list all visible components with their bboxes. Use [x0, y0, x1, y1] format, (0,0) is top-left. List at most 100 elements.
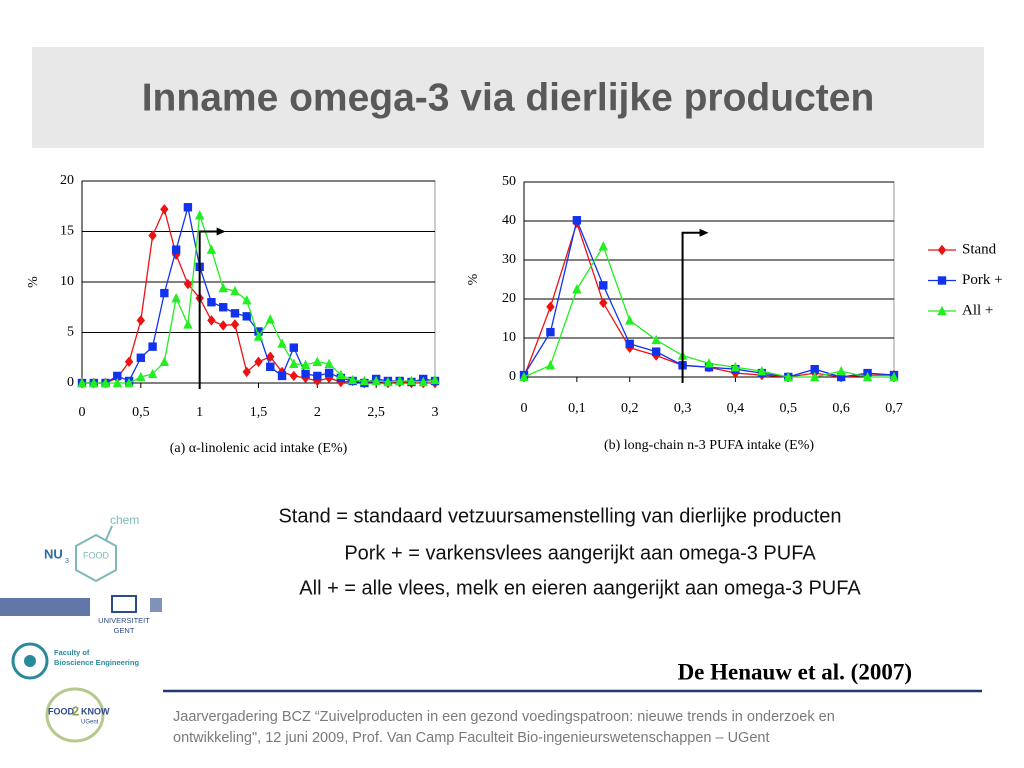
marker — [810, 365, 819, 374]
marker — [136, 371, 146, 382]
marker — [889, 371, 899, 382]
marker — [148, 230, 157, 241]
x-tick-label: 0 — [79, 405, 86, 420]
logo-text: UNIVERSITEIT — [98, 616, 150, 625]
marker — [312, 356, 323, 366]
y-axis-title: % — [26, 276, 41, 288]
y-tick-label: 5 — [67, 325, 74, 340]
marker — [519, 371, 529, 382]
x-axis-title: (a) α-linolenic acid intake (E%) — [170, 441, 348, 456]
marker — [160, 204, 169, 215]
marker — [136, 315, 146, 326]
marker — [383, 376, 393, 387]
marker — [171, 245, 181, 254]
marker — [289, 370, 298, 382]
y-tick-label: 20 — [502, 291, 516, 306]
legend-label: All + — [962, 302, 993, 318]
logo-text: 3 — [65, 558, 69, 565]
marker — [289, 343, 298, 352]
marker — [266, 362, 275, 372]
marker — [206, 244, 217, 254]
marker — [810, 371, 820, 382]
marker — [359, 375, 370, 386]
marker — [572, 284, 582, 294]
marker — [159, 356, 170, 366]
logo-text: chem — [110, 513, 139, 527]
marker — [651, 334, 661, 345]
ring — [45, 687, 105, 743]
legend-marker — [937, 305, 947, 316]
x-tick-label: 0,6 — [832, 401, 850, 416]
marker — [230, 319, 240, 330]
marker — [160, 288, 169, 298]
marker — [253, 331, 264, 341]
logo-text: KNOW — [81, 706, 110, 716]
marker — [625, 315, 635, 325]
footer-line: ontwikkeling", 12 juni 2009, Prof. Van C… — [173, 730, 770, 746]
marker — [625, 339, 634, 349]
footer-line: Jaarvergadering BCZ “Zuivelproducten in … — [173, 709, 835, 725]
marker — [100, 377, 111, 388]
marker — [171, 292, 181, 303]
y-tick-label: 50 — [502, 174, 516, 189]
building — [111, 595, 137, 613]
marker — [757, 365, 767, 376]
marker — [183, 278, 193, 290]
marker — [599, 281, 608, 290]
x-tick-label: 0,1 — [568, 401, 586, 416]
threshold-line — [681, 231, 701, 383]
marker — [242, 312, 251, 321]
marker — [219, 320, 228, 331]
y-tick-label: 40 — [502, 213, 516, 228]
x-tick-label: 0,2 — [621, 401, 639, 416]
x-tick-label: 0,3 — [674, 401, 692, 416]
marker — [336, 369, 346, 380]
logo-text: Bioscience Engineering — [54, 658, 139, 667]
plot-area — [523, 181, 895, 378]
marker — [136, 353, 146, 362]
legend-marker — [937, 276, 947, 285]
marker — [301, 369, 310, 379]
marker — [572, 216, 582, 225]
marker — [599, 297, 608, 309]
x-axis-title: (b) long-chain n-3 PUFA intake (E%) — [604, 438, 814, 453]
x-tick-label: 0,4 — [727, 401, 745, 416]
marker — [254, 356, 263, 367]
x-tick-label: 1,5 — [250, 405, 268, 420]
marker — [183, 319, 193, 329]
x-tick-label: 0 — [521, 401, 528, 416]
x-tick-label: 0,5 — [132, 405, 150, 420]
marker — [371, 375, 381, 386]
y-axis-title: % — [466, 273, 481, 285]
marker — [265, 314, 275, 324]
logo-text: FOOD — [48, 706, 74, 716]
marker — [277, 338, 287, 348]
circle — [11, 642, 49, 680]
marker — [147, 368, 158, 379]
y-tick-label: 15 — [60, 224, 74, 239]
logo-nutrichem: NU 3 FOOD chem — [44, 513, 139, 583]
stripe — [150, 598, 162, 612]
marker — [300, 359, 311, 370]
arrow-head — [699, 228, 709, 237]
marker — [194, 210, 205, 220]
chart: 0 5 10 15 20 0 0,5 1 1,5 2 2,5 3% (a) α-linolenic ac… — [26, 173, 440, 456]
marker — [836, 372, 846, 382]
chart: 0 10 20 30 40 50 0 0,1 0,2 0,3 0,4 0,5 0,6 0,7% (b) lo… — [466, 174, 1002, 453]
marker — [148, 342, 157, 351]
marker — [77, 377, 87, 388]
marker — [289, 358, 299, 369]
marker — [430, 374, 440, 385]
marker — [230, 309, 240, 318]
marker — [89, 377, 99, 388]
marker — [651, 347, 661, 356]
marker — [242, 366, 251, 378]
marker — [313, 371, 322, 381]
marker — [862, 371, 873, 382]
citation: De Henauw et al. (2007) — [678, 659, 912, 684]
marker — [112, 377, 122, 388]
marker — [546, 327, 555, 337]
marker — [324, 368, 334, 378]
